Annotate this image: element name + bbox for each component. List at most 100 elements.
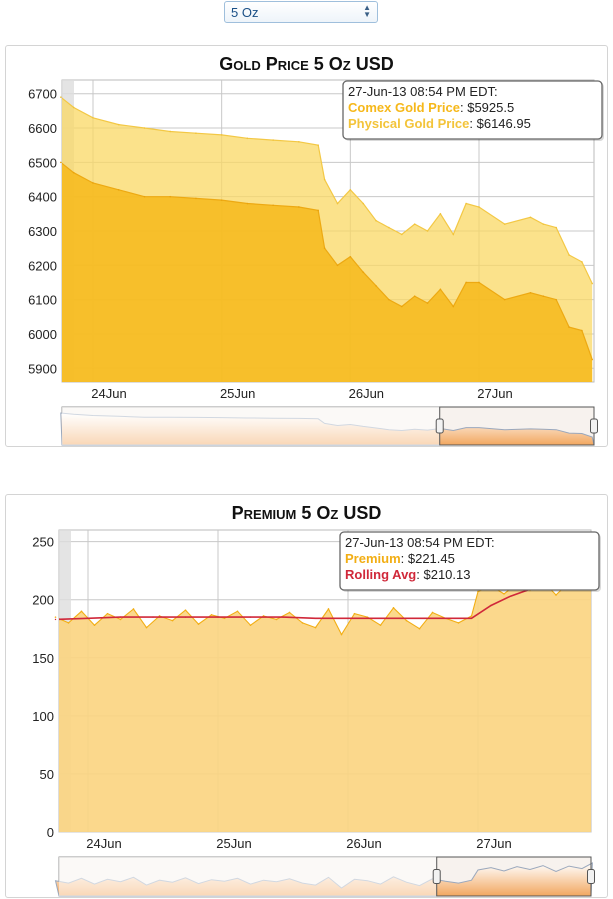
y-tick-label: 6000 [28,327,57,342]
x-tick-label: 25Jun [216,836,251,851]
premium-point [555,594,557,596]
physical-point [246,137,249,140]
rolling-avg-point [412,617,414,619]
premium-point [457,622,460,624]
y-tick-label: 50 [40,767,54,782]
y-tick-label: 6400 [28,190,57,205]
premium-area [59,576,591,832]
navigator-left-handle[interactable] [432,869,441,884]
navigator-right-handle[interactable] [587,869,595,884]
y-tick-label: 0 [47,825,54,840]
premium-point [236,610,239,613]
gold-chart-title: Gold Price 5 Oz USD [219,54,394,74]
premium-point [340,633,343,636]
tooltip-series-value: : $6146.95 [469,116,530,131]
premium-point [353,612,356,615]
physical-point [568,254,570,256]
premium-point [392,607,395,609]
premium-point [405,619,408,622]
physical-point [581,261,583,263]
rolling-avg-point [470,617,473,619]
rolling-avg-point [282,616,284,618]
physical-point [220,134,223,136]
comex-point [336,264,339,267]
premium-point [301,622,304,624]
tooltip [339,531,600,591]
select-arrows-icon: ▲ ▼ [363,3,371,19]
premium-point [93,624,96,627]
premium-point [132,608,135,610]
tooltip-header: 27-Jun-13 08:54 PM EDT: [345,535,495,550]
comex-point [426,302,429,304]
premium-point [503,593,505,595]
comex-point [72,171,75,174]
premium-point [171,619,174,622]
tooltip-series-label: Rolling Avg [345,567,416,582]
premium-point [379,624,382,627]
y-tick-label: 6100 [28,293,57,308]
navigator-left-handle[interactable] [435,418,444,434]
comex-point [246,202,249,205]
comex-point [591,358,594,361]
rolling-avg-point [217,616,219,618]
comex-point [478,281,480,284]
y-tick-label: 6600 [28,121,57,136]
rolling-avg-point [119,616,122,618]
x-tick-label: 27Jun [477,386,512,401]
comex-point [169,195,171,198]
x-tick-label: 25Jun [220,386,255,401]
physical-point [503,223,506,225]
x-tick-label: 26Jun [346,836,381,851]
comex-point [362,271,365,273]
rolling-avg-point [379,617,382,619]
x-tick-label: 26Jun [349,386,384,401]
physical-point [375,219,377,222]
y-tick-label: 200 [32,593,54,608]
comex-point [465,281,467,284]
y-tick-label: 6200 [28,258,57,273]
premium-point [431,611,434,614]
premium-point [249,624,252,627]
comex-point [195,197,197,200]
tooltip-row: Comex Gold Price: $5925.5 [348,100,514,115]
comex-point [60,161,62,164]
y-tick-label: 6700 [28,87,57,102]
comex-gold-area [62,163,593,382]
premium-point [477,590,479,593]
y-tick-label: 100 [32,709,54,724]
navigator-right-handle[interactable] [590,418,598,434]
physical-point [349,189,352,191]
premium-point [67,622,70,624]
gold-chart: 5900 6000 6100 6200 6300 6400 6500 6600 6700 24Ju… [28,79,604,446]
physical-gold-line [62,97,593,284]
physical-point [529,216,532,219]
navigator-mask [62,407,440,445]
tooltip-row: Physical Gold Price: $6146.95 [348,116,531,131]
y-tick-label: 150 [32,651,54,666]
comex-point [272,204,274,207]
physical-point [542,223,545,225]
physical-point [272,139,274,141]
rolling-avg-point [347,617,349,619]
comex-point [581,329,583,332]
comex-point [92,182,94,184]
y-tick-label: 5900 [28,361,57,376]
comex-point [529,291,532,294]
physical-point [92,116,94,119]
comex-point [317,209,319,212]
comex-point [413,295,416,298]
unit-select-value: 5 Oz [231,5,259,20]
physical-point [426,230,429,232]
tooltip-header: 27-Jun-13 08:54 PM EDT: [348,84,498,99]
physical-point [478,206,480,208]
physical-point [439,213,442,215]
unit-select[interactable]: 5 Oz ▲ ▼ [224,1,378,23]
premium-point [210,613,213,616]
premium-point [184,609,187,611]
physical-point [362,202,365,205]
premium-point [288,611,291,614]
comex-point [220,199,223,201]
physical-point [323,178,326,181]
comex-point [298,206,300,208]
rolling-avg-point [490,604,492,607]
